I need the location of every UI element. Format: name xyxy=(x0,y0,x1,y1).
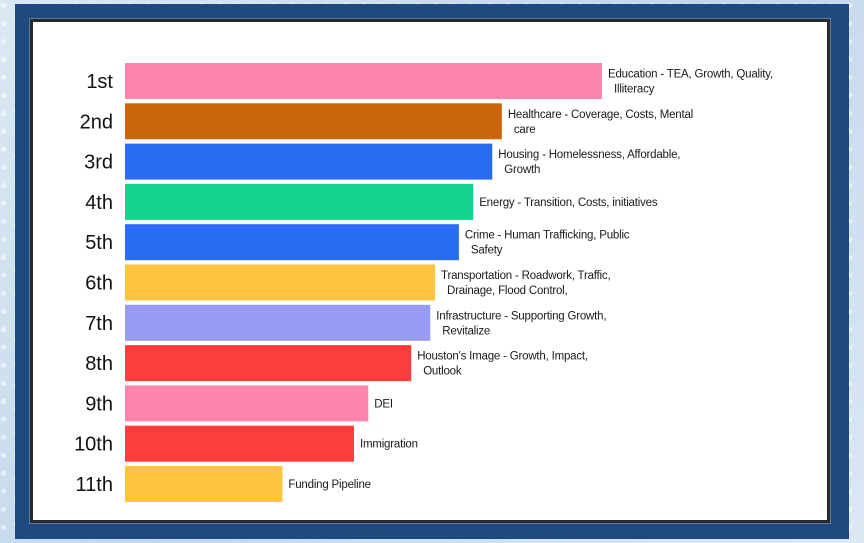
bar-label-line: Revitalize xyxy=(442,325,490,337)
bar-label-line: Transportation - Roadwork, Traffic, xyxy=(441,270,610,282)
bar xyxy=(125,385,369,422)
bar-label-line: Crime - Human Trafficking, Public xyxy=(465,230,630,242)
bar xyxy=(125,63,602,99)
rank-label: 2nd xyxy=(80,111,113,133)
bar-label: Infrastructure - Supporting Growth, Revit… xyxy=(436,310,606,337)
bar-label: Funding Pipeline xyxy=(288,479,370,491)
rank-label: 4th xyxy=(85,192,113,214)
bar-label-line: Funding Pipeline xyxy=(288,479,370,491)
rank-label: 11th xyxy=(76,474,113,496)
bar-label: Immigration xyxy=(360,439,418,451)
rank-label: 9th xyxy=(85,393,113,415)
bar-label-line: Energy - Transition, Costs, initiatives xyxy=(479,197,658,209)
bar xyxy=(125,304,431,341)
bar-label: Crime - Human Trafficking, Public Safety xyxy=(465,230,630,257)
bar-label-line: Growth xyxy=(504,164,540,176)
bar-label-line: Healthcare - Coverage, Costs, Mental xyxy=(508,109,693,121)
bar-label-line: Illiteracy xyxy=(614,84,655,96)
bar-label-line: Infrastructure - Supporting Growth, xyxy=(436,310,606,322)
bar-label: Transportation - Roadwork, Traffic, Drain… xyxy=(441,270,610,297)
bar-label: Housing - Homelessness, Affordable, Growt… xyxy=(498,149,680,176)
rank-label: 10th xyxy=(74,434,113,456)
bar xyxy=(125,183,474,220)
ranking-bar-chart: 1st Education - TEA, Growth, Quality, Illi… xyxy=(74,63,773,502)
bar xyxy=(125,103,502,140)
bar xyxy=(125,264,436,301)
bar-label-line: DEI xyxy=(374,398,393,410)
bar xyxy=(125,224,459,261)
bar xyxy=(125,345,412,382)
bar-label-line: care xyxy=(514,124,536,136)
chart-panel: 1st Education - TEA, Growth, Quality, Illi… xyxy=(30,19,830,523)
bar-label: Healthcare - Coverage, Costs, Mental care xyxy=(508,109,693,136)
bar xyxy=(125,143,493,180)
rank-label: 6th xyxy=(85,273,113,295)
rank-label: 1st xyxy=(86,71,113,93)
bar-label-line: Immigration xyxy=(360,439,418,451)
bar-label-line: Safety xyxy=(471,245,503,257)
bar-label-line: Outlook xyxy=(423,366,462,378)
bar xyxy=(125,466,283,502)
rank-label: 8th xyxy=(85,353,113,375)
bar-label-line: Drainage, Flood Control, xyxy=(447,285,568,297)
rank-label: 5th xyxy=(85,232,113,254)
bar-label: Energy - Transition, Costs, initiatives xyxy=(479,197,658,209)
bar xyxy=(125,425,354,462)
bar-label: DEI xyxy=(374,398,393,410)
bar-label-line: Education - TEA, Growth, Quality, xyxy=(608,69,773,81)
bar-label-line: Housing - Homelessness, Affordable, xyxy=(498,149,680,161)
bar-label: Houston's Image - Growth, Impact, Outlook xyxy=(417,351,588,378)
bar-label-line: Houston's Image - Growth, Impact, xyxy=(417,351,588,363)
bar-label: Education - TEA, Growth, Quality, Illiter… xyxy=(608,69,773,96)
rank-label: 3rd xyxy=(84,152,113,174)
rank-label: 7th xyxy=(85,313,113,335)
